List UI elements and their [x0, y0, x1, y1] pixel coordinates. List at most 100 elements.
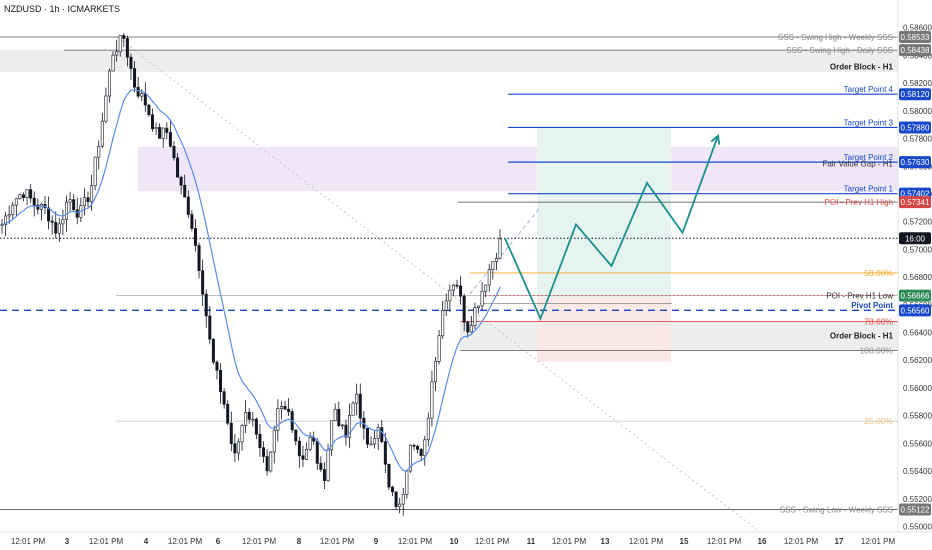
candle-body	[29, 189, 33, 199]
x-tick-label: 4	[144, 537, 149, 546]
candle-body	[319, 463, 323, 470]
candle-body	[54, 222, 58, 234]
candle-body	[330, 420, 334, 451]
candle-body	[61, 219, 65, 225]
candle-body	[201, 270, 205, 295]
candle-body	[82, 197, 86, 207]
candle-body	[72, 199, 76, 211]
price-tag-target-2-text: 0.57630	[901, 158, 930, 167]
y-tick-label: 0.55400	[903, 467, 932, 476]
price-tag-target-3-bg	[899, 121, 931, 134]
fair-value-gap-zone	[138, 146, 898, 192]
candle-body	[158, 127, 162, 139]
long-position-stop-zone	[537, 297, 671, 362]
label-pivot-point: Pivot Point	[851, 301, 893, 310]
label-daily-high: SSS - Swing High - Daily SSS	[786, 46, 893, 55]
y-tick-label: 0.56400	[903, 329, 932, 338]
candle-body	[265, 456, 269, 472]
candle-body	[276, 408, 280, 431]
label-order-block-bottom: Order Block - H1	[830, 331, 894, 340]
candle-body	[136, 86, 140, 97]
candle-body	[21, 194, 25, 198]
candle-body	[18, 194, 22, 200]
candle-body	[430, 381, 434, 419]
trendline-dotted	[117, 37, 761, 533]
candle-body	[494, 257, 498, 262]
x-tick-label: 12:01 PM	[168, 537, 203, 546]
candle-body	[380, 427, 384, 442]
x-tick-label: 8	[297, 537, 302, 546]
candle-body	[104, 95, 108, 122]
price-tag-target-4-text: 0.58120	[901, 90, 930, 99]
candle-body	[168, 132, 172, 147]
label-target-4: Target Point 3	[844, 118, 894, 127]
price-tag-weekly-high-bg	[899, 30, 931, 43]
candle-body	[4, 215, 8, 225]
candle-body	[262, 447, 266, 457]
candle-body	[154, 127, 158, 130]
y-tick-label: 0.55200	[903, 495, 932, 504]
candle-body	[133, 68, 137, 88]
candle-body	[247, 411, 251, 420]
candle-body	[340, 424, 344, 427]
candle-body	[190, 214, 194, 229]
ema-line	[1, 89, 501, 472]
candle-body	[308, 437, 312, 450]
x-tick-label: 17	[835, 537, 844, 546]
x-tick-label: 15	[680, 537, 689, 546]
price-tag-pivot-bg	[899, 304, 931, 317]
candle-body	[394, 491, 398, 507]
y-tick-label: 0.55000	[903, 522, 932, 531]
candle-body	[287, 408, 291, 412]
candle-body	[68, 199, 72, 203]
candle-body	[459, 285, 463, 297]
x-tick-label: 12:01 PM	[242, 537, 277, 546]
candle-body	[305, 448, 309, 460]
candle-body	[140, 93, 144, 97]
candle-body	[391, 486, 395, 493]
candle-body	[172, 146, 176, 159]
x-tick-label: 12:01 PM	[11, 537, 46, 546]
label-weekly-low: SSS - Swing Low - Weekly SSS	[780, 506, 893, 515]
candles-group	[0, 33, 502, 516]
y-tick-label: 0.56000	[903, 384, 932, 393]
price-tag-poi-high-bg	[899, 196, 931, 209]
label-fib-100: 100.00%	[859, 346, 893, 356]
candle-body	[215, 361, 219, 371]
projection-path	[504, 135, 719, 322]
candle-body	[90, 185, 94, 203]
candle-body	[258, 433, 262, 448]
x-tick-label: 12:01 PM	[552, 537, 587, 546]
candle-body	[208, 315, 212, 340]
x-tick-label: 6	[216, 537, 221, 546]
candle-body	[462, 295, 466, 323]
price-tag-target-2-bg	[899, 156, 931, 169]
candle-body	[387, 463, 391, 488]
order-block-zone-bottom	[460, 321, 898, 351]
candle-body	[401, 494, 405, 505]
candle-body	[193, 228, 197, 246]
candle-body	[301, 455, 305, 460]
candle-body	[484, 284, 488, 292]
x-tick-label: 10	[450, 537, 459, 546]
candle-body	[405, 470, 409, 495]
candle-body	[204, 293, 208, 317]
price-tag-poi-low-bg	[899, 289, 931, 302]
candle-body	[348, 415, 352, 438]
label-target-5: Target Point 2	[844, 153, 894, 162]
candle-body	[57, 223, 61, 234]
price-tag-current-bg	[899, 232, 931, 245]
projection-arrow-head	[710, 134, 721, 145]
price-tag-pivot-text: 0.56560	[901, 306, 930, 315]
y-tick-label: 0.56800	[903, 273, 932, 282]
x-tick-label: 12:01 PM	[861, 537, 896, 546]
time-axis-bg	[0, 532, 932, 550]
candle-body	[369, 443, 373, 446]
label-target-3: Target Point 4	[844, 85, 894, 94]
y-tick-label: 0.56200	[903, 356, 932, 365]
candle-body	[337, 408, 341, 427]
label-order-block-top: Order Block - H1	[830, 63, 894, 72]
candle-body	[426, 417, 430, 441]
